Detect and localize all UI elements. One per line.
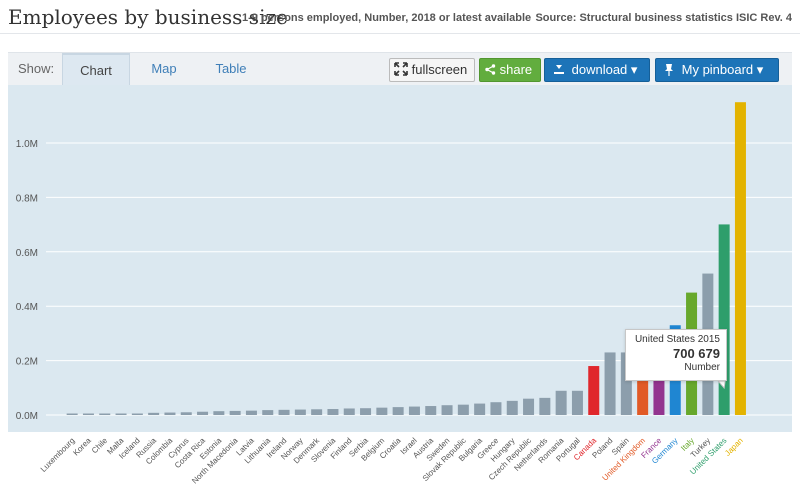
y-tick-label: 0.0M — [16, 411, 38, 422]
chart-header: Employees by business size 1-9 persons e… — [0, 0, 800, 34]
y-tick-label: 0.6M — [16, 248, 38, 259]
y-tick-label: 0.8M — [16, 193, 38, 204]
source-link[interactable]: Source: Structural business statistics I… — [535, 12, 792, 24]
bar-croatia[interactable] — [392, 407, 404, 415]
x-tick-label: Japan — [723, 436, 745, 458]
tooltip-unit: Number — [684, 362, 720, 373]
x-tick-label: Luxembourg — [39, 436, 77, 474]
bar-united-states[interactable] — [718, 224, 730, 415]
download-button[interactable]: download ▾ — [544, 58, 650, 82]
share-button[interactable]: share — [479, 58, 541, 82]
tooltip-pointer — [717, 380, 726, 390]
tooltip-value: 700 679 — [673, 346, 720, 361]
bar-belgium[interactable] — [376, 407, 388, 415]
bar-canada[interactable] — [588, 366, 600, 415]
bar-bulgaria[interactable] — [474, 403, 486, 415]
bar-japan[interactable] — [734, 102, 746, 415]
tab-map[interactable]: Map — [151, 61, 177, 76]
bar-serbia[interactable] — [360, 408, 372, 415]
bar-finland[interactable] — [343, 408, 355, 415]
y-tick-label: 0.4M — [16, 302, 38, 313]
bar-austria[interactable] — [425, 406, 437, 415]
bar-estonia[interactable] — [213, 411, 225, 415]
bar-latvia[interactable] — [245, 410, 257, 415]
tab-chart[interactable]: Chart — [62, 53, 130, 86]
bar-france[interactable] — [653, 352, 665, 415]
fullscreen-label: fullscreen — [411, 62, 468, 77]
bar-norway[interactable] — [294, 409, 306, 415]
bar-israel[interactable] — [408, 406, 420, 415]
x-tick-label: Korea — [71, 436, 93, 458]
bar-russia[interactable] — [148, 412, 160, 415]
pinboard-label: My pinboard ▾ — [681, 62, 764, 77]
chart-title: Employees by business size — [8, 5, 288, 29]
bar-ireland[interactable] — [278, 409, 290, 415]
bar-united-kingdom[interactable] — [637, 352, 649, 415]
bar-costa-rica[interactable] — [197, 411, 209, 415]
fullscreen-icon — [394, 62, 408, 76]
bar-colombia[interactable] — [164, 412, 176, 415]
bar-romania[interactable] — [555, 390, 567, 415]
share-icon — [485, 64, 496, 75]
bar-czech-republic[interactable] — [523, 398, 535, 415]
bar-cyprus[interactable] — [180, 412, 192, 415]
bar-spain[interactable] — [620, 352, 632, 415]
bar-slovak-republic[interactable] — [457, 404, 469, 415]
show-label: Show: — [18, 61, 55, 76]
y-tick-label: 1.0M — [16, 139, 38, 150]
y-tick-label: 0.2M — [16, 357, 38, 368]
bar-sweden[interactable] — [441, 405, 453, 415]
bar-greece[interactable] — [490, 402, 502, 415]
download-icon — [554, 65, 564, 74]
bar-iceland[interactable] — [131, 413, 143, 416]
bar-poland[interactable] — [604, 352, 616, 415]
bar-portugal[interactable] — [571, 390, 583, 415]
bar-denmark[interactable] — [311, 409, 323, 415]
bar-malta[interactable] — [115, 413, 127, 416]
bar-hungary[interactable] — [506, 400, 518, 415]
bar-chile[interactable] — [99, 413, 111, 416]
fullscreen-button[interactable]: fullscreen — [389, 58, 475, 82]
chart-subtitle: 1-9 persons employed, Number, 2018 or la… — [242, 12, 532, 24]
bar-north-macedonia[interactable] — [229, 410, 241, 415]
bar-slovenia[interactable] — [327, 409, 339, 415]
toolbar: Show: Chart Map Table fullscreen share d… — [8, 52, 792, 86]
pin-icon — [665, 64, 673, 76]
tooltip-country: United States 2015 — [634, 334, 720, 345]
share-label: share — [499, 62, 533, 77]
pinboard-button[interactable]: My pinboard ▾ — [655, 58, 779, 82]
bar-lithuania[interactable] — [262, 410, 274, 415]
tab-table[interactable]: Table — [215, 61, 247, 76]
bar-luxembourg[interactable] — [66, 413, 78, 416]
download-label: download ▾ — [571, 62, 638, 77]
chart-tooltip: United States 2015 700 679 Number — [625, 329, 727, 381]
bar-korea[interactable] — [82, 413, 94, 416]
bar-netherlands[interactable] — [539, 397, 551, 415]
